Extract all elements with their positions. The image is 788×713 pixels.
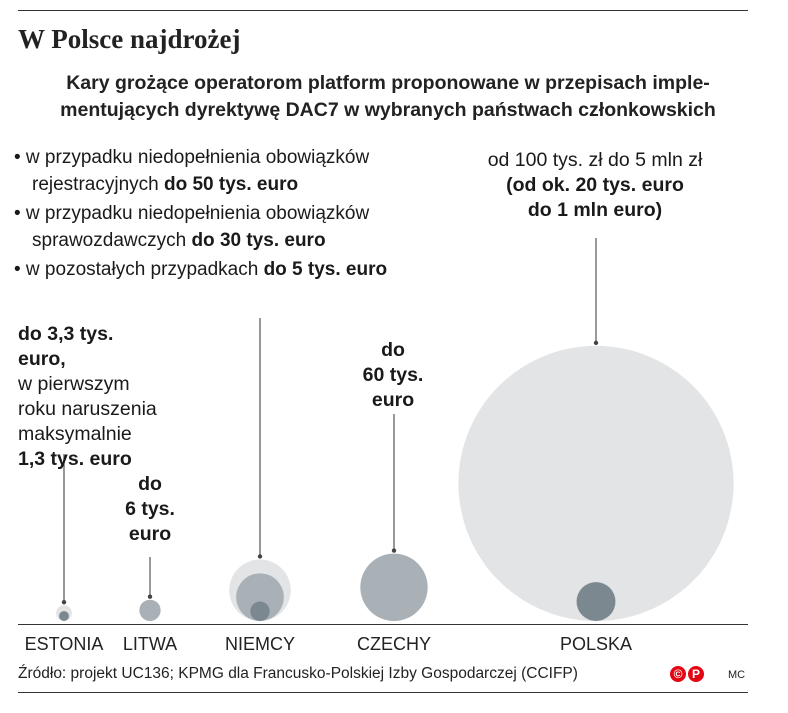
bubble-czechy-max <box>360 553 428 621</box>
category-niemcy: NIEMCY <box>224 634 295 654</box>
bubble-niemcy-innermost <box>250 601 270 622</box>
subtitle-line-1: Kary grożące operatorom platform propono… <box>66 72 710 94</box>
leader-czechy-dot <box>391 548 397 553</box>
label-estonia-line-2: w pierwszym <box>18 373 130 395</box>
logo-p-icon: P <box>688 666 704 682</box>
label-estonia-line-4: maksymalnie <box>18 423 132 445</box>
subtitle-line-2: mentujących dyrektywę DAC7 w wybranych p… <box>60 99 716 121</box>
label-estonia: do 3,3 tys. euro, w pierwszym roku narus… <box>18 322 158 472</box>
label-litwa: do 6 tys. euro <box>100 472 200 547</box>
label-polska: od 100 tys. zł do 5 mln zł (od ok. 20 ty… <box>445 148 745 223</box>
source-note: Źródło: projekt UC136; KPMG dla Francusk… <box>18 665 578 682</box>
note-1-line-2: rejestracyjnych do 50 tys. euro <box>14 171 387 198</box>
bubble-polska-min <box>576 582 616 621</box>
top-rule <box>18 10 748 11</box>
bubble-litwa-max <box>139 599 161 621</box>
copyright-icon: © <box>670 666 686 682</box>
bubble-niemcy-inner <box>236 573 284 621</box>
label-czechy-line-1: do <box>381 339 405 361</box>
author-initials: MC <box>728 669 746 681</box>
label-estonia-first-year: 1,3 tys. euro <box>18 448 132 470</box>
label-polska-pln: od 100 tys. zł do 5 mln zł <box>487 149 703 171</box>
note-3: • w pozostałych przypadkach do 5 tys. eu… <box>14 256 387 283</box>
label-czechy-line-2: 60 tys. <box>362 364 424 386</box>
label-litwa-line-3: euro <box>128 523 172 545</box>
note-1-plain: rejestracyjnych <box>32 174 164 195</box>
note-2-bold: do 30 tys. euro <box>191 230 326 251</box>
germany-notes: • w przypadku niedopełnienia obowiązków … <box>14 144 387 285</box>
category-polska: POLSKA <box>559 634 633 654</box>
note-3-bold: do 5 tys. euro <box>263 259 388 280</box>
label-polska-eur-1: (od ok. 20 tys. euro <box>506 174 684 196</box>
bubble-polska-max <box>458 345 734 621</box>
note-1-bold: do 50 tys. euro <box>164 174 299 195</box>
note-3-plain: • w pozostałych przypadkach <box>14 259 264 280</box>
leader-polska-dot <box>593 340 599 346</box>
baseline <box>18 624 748 625</box>
label-estonia-max: do 3,3 tys. euro, <box>18 323 114 370</box>
label-czechy-line-3: euro <box>371 389 415 411</box>
label-estonia-line-3: roku naruszenia <box>18 398 157 420</box>
category-litwa: LITWA <box>122 634 178 654</box>
note-2: • w przypadku niedopełnienia obowiązków … <box>14 200 387 254</box>
subtitle: Kary grożące operatorom platform propono… <box>18 70 758 124</box>
note-2-line-2: sprawozdawczych do 30 tys. euro <box>14 227 387 254</box>
category-czechy: CZECHY <box>356 634 431 654</box>
leader-litwa-dot <box>147 594 153 599</box>
label-litwa-line-1: do <box>138 473 162 495</box>
leader-estonia-dot <box>61 599 67 605</box>
note-1: • w przypadku niedopełnienia obowiązków … <box>14 144 387 198</box>
leader-niemcy-dot <box>257 554 263 559</box>
label-litwa-line-2: 6 tys. <box>125 498 175 520</box>
label-polska-eur-2: do 1 mln euro) <box>527 199 663 221</box>
label-czechy: do 60 tys. euro <box>343 338 443 413</box>
bottom-rule <box>18 692 748 693</box>
note-2-line-1: • w przypadku niedopełnienia obowiązków <box>14 203 370 224</box>
publisher-logo: © P <box>670 665 706 682</box>
bubble-estonia-first-year <box>59 611 69 621</box>
page-title: W Polsce najdrożej <box>18 24 241 54</box>
note-2-plain: sprawozdawczych <box>32 230 192 251</box>
category-estonia: ESTONIA <box>24 634 104 654</box>
note-1-line-1: • w przypadku niedopełnienia obowiązków <box>14 147 370 168</box>
